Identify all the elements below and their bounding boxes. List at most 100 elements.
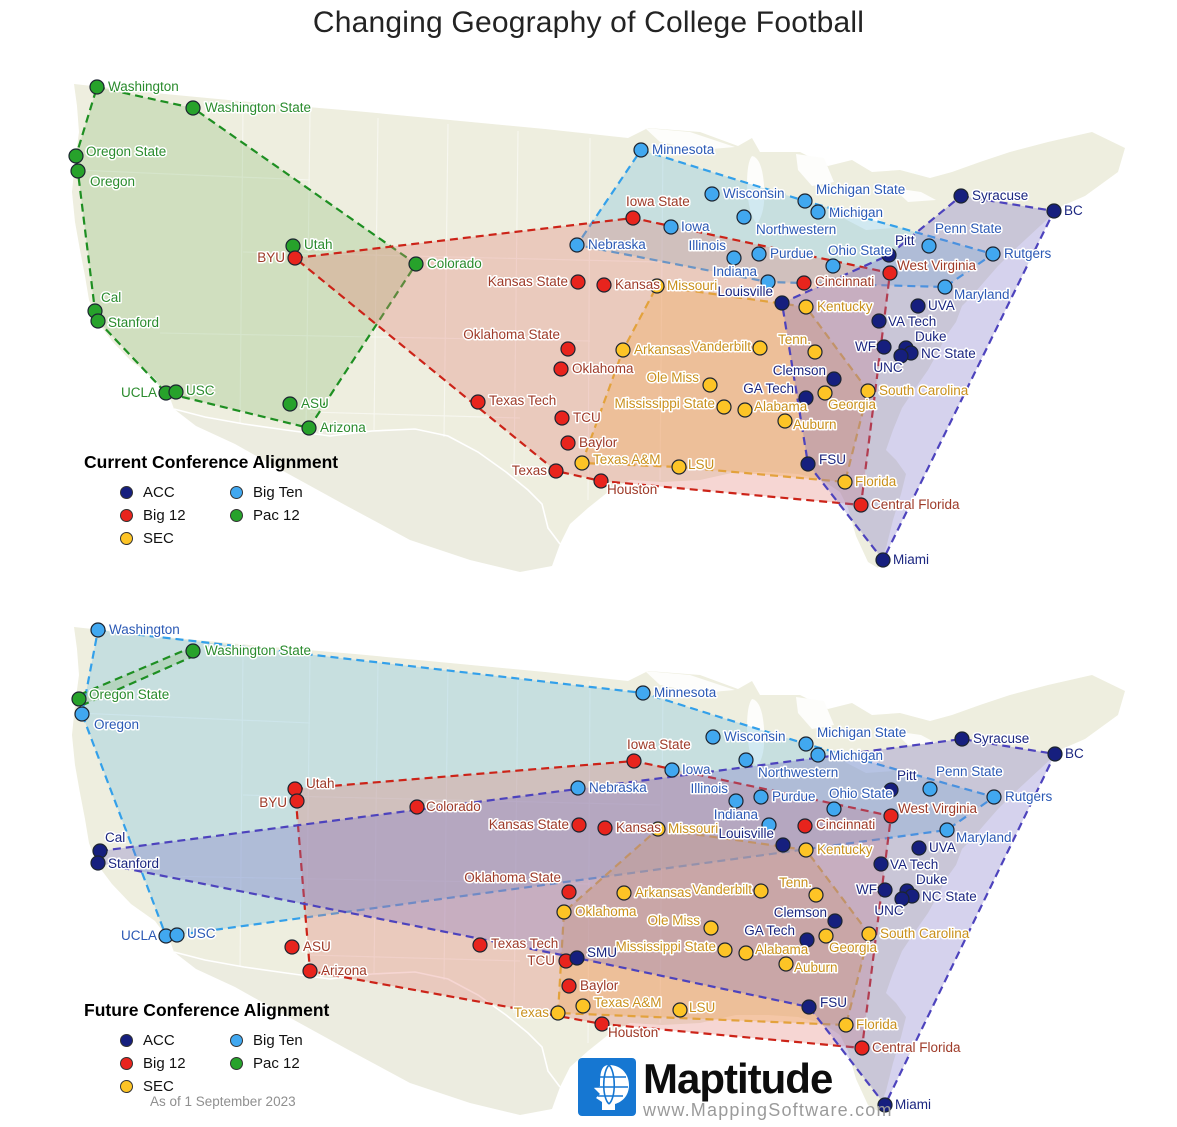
legend-dot-bigten [230,1034,243,1047]
school-label-future-texas-tech: Texas Tech [491,936,558,951]
maptitude-logo-text: Maptitude www.MappingSoftware.com [643,1058,893,1121]
school-dot-current-lsu [671,459,687,475]
school-label-future-pitt: Pitt [897,768,917,783]
school-dot-current-arizona [301,420,317,436]
school-dot-current-texas [548,463,564,479]
school-dot-current-kansas-state [570,274,586,290]
school-dot-current-indiana [760,274,776,290]
legend-label-pac12: Pac 12 [253,507,300,524]
school-label-current-texas-a-m: Texas A&M [593,452,661,467]
school-dot-future-arizona [302,963,318,979]
school-dot-current-ole-miss [702,377,718,393]
school-dot-future-vanderbilt [753,883,769,899]
school-label-current-kentucky: Kentucky [817,299,873,314]
school-dot-current-houston [593,473,609,489]
legend-item-big12: Big 12 [120,1052,230,1075]
school-label-future-kentucky: Kentucky [817,842,873,857]
school-dot-current-texas-a-m [574,455,590,471]
school-dot-future-florida [838,1017,854,1033]
legend-current-title: Current Conference Alignment [84,452,339,472]
school-dot-future-kansas-state [571,817,587,833]
school-label-future-kansas: Kansas [616,820,661,835]
school-dot-current-nebraska [569,237,585,253]
school-dot-future-smu [569,950,585,966]
page-title: Changing Geography of College Football [312,6,865,39]
school-label-future-oregon-state: Oregon State [89,687,169,702]
legend-label-acc: ACC [143,484,175,501]
school-label-current-ucla: UCLA [121,385,157,400]
school-label-current-oregon-state: Oregon State [86,144,166,159]
school-dot-current-missouri [649,278,665,294]
conference-hull-current-pac12 [74,85,418,430]
school-label-current-lsu: LSU [688,457,714,472]
legend-label-pac12: Pac 12 [253,1055,300,1072]
legend-dot-pac12 [230,1057,243,1070]
legend-current: Current Conference Alignment ACC Big 12 SE… [84,452,384,550]
school-label-future-central-florida: Central Florida [872,1040,961,1055]
school-label-future-tenn: Tenn. [779,875,812,890]
school-dot-future-penn-state [922,781,938,797]
school-label-future-tcu: TCU [527,953,555,968]
school-dot-current-stanford [90,313,106,329]
legend-dot-sec [120,1080,133,1093]
school-dot-future-wf [877,882,893,898]
legend-label-bigten: Big Ten [253,484,303,501]
school-dot-current-georgia [817,385,833,401]
school-dot-current-penn-state [921,238,937,254]
school-label-current-vanderbilt: Vanderbilt [691,339,751,354]
school-dot-future-lsu [672,1002,688,1018]
school-label-future-indiana: Indiana [714,807,759,822]
school-dot-future-texas [550,1005,566,1021]
school-label-future-rutgers: Rutgers [1005,789,1053,804]
school-dot-future-rutgers [986,789,1002,805]
legend-item-acc: ACC [120,1029,230,1052]
school-label-future-usc: USC [187,926,216,941]
school-dot-future-texas-tech [472,937,488,953]
school-label-current-uva: UVA [928,298,955,313]
school-dot-current-illinois [726,250,742,266]
legend-future-items: ACC Big 12 SEC Big Ten Pac 12 [120,1029,384,1098]
school-label-future-syracuse: Syracuse [973,731,1029,746]
legend-dot-big12 [120,509,133,522]
school-dot-future-ole-miss [703,920,719,936]
school-label-current-mississippi-state: Mississippi State [614,396,715,411]
school-label-future-ole-miss: Ole Miss [647,913,700,928]
school-label-current-kansas-state: Kansas State [488,274,568,289]
school-label-future-oregon: Oregon [94,717,139,732]
school-label-current-houston: Houston [607,482,657,497]
school-label-future-maryland: Maryland [956,830,1012,845]
school-dot-current-northwestern [736,209,752,225]
school-dot-future-south-carolina [861,926,877,942]
school-dot-current-auburn [777,413,793,429]
school-label-future-ga-tech: GA Tech [744,923,795,938]
school-label-future-utah: Utah [306,776,335,791]
school-label-future-iowa-state: Iowa State [627,737,691,752]
school-label-future-mississippi-state: Mississippi State [615,939,716,954]
school-label-current-fsu: FSU [819,452,846,467]
school-dot-current-iowa [663,219,679,235]
school-label-current-cincinnati: Cincinnati [815,274,874,289]
school-dot-current-michigan-state [797,193,813,209]
school-dot-current-michigan [810,204,826,220]
school-dot-current-baylor [560,435,576,451]
school-dot-future-miami [877,1097,893,1113]
legend-dot-big12 [120,1057,133,1070]
school-label-future-cal: Cal [105,830,125,845]
school-dot-future-texas-a-m [575,998,591,1014]
legend-label-sec: SEC [143,530,174,547]
school-label-current-michigan-state: Michigan State [816,182,905,197]
school-label-future-lsu: LSU [689,1000,715,1015]
school-label-current-iowa-state: Iowa State [626,194,690,209]
school-label-current-missouri: Missouri [667,278,717,293]
school-label-current-florida: Florida [855,474,897,489]
legend-dot-bigten [230,486,243,499]
maptitude-brand: Maptitude [643,1055,833,1102]
school-label-future-nebraska: Nebraska [589,780,647,795]
legend-dot-pac12 [230,509,243,522]
school-dot-current-ohio-state [825,258,841,274]
school-label-current-wf: WF [855,339,876,354]
school-label-future-fsu: FSU [820,995,847,1010]
school-dot-future-tenn [808,887,824,903]
